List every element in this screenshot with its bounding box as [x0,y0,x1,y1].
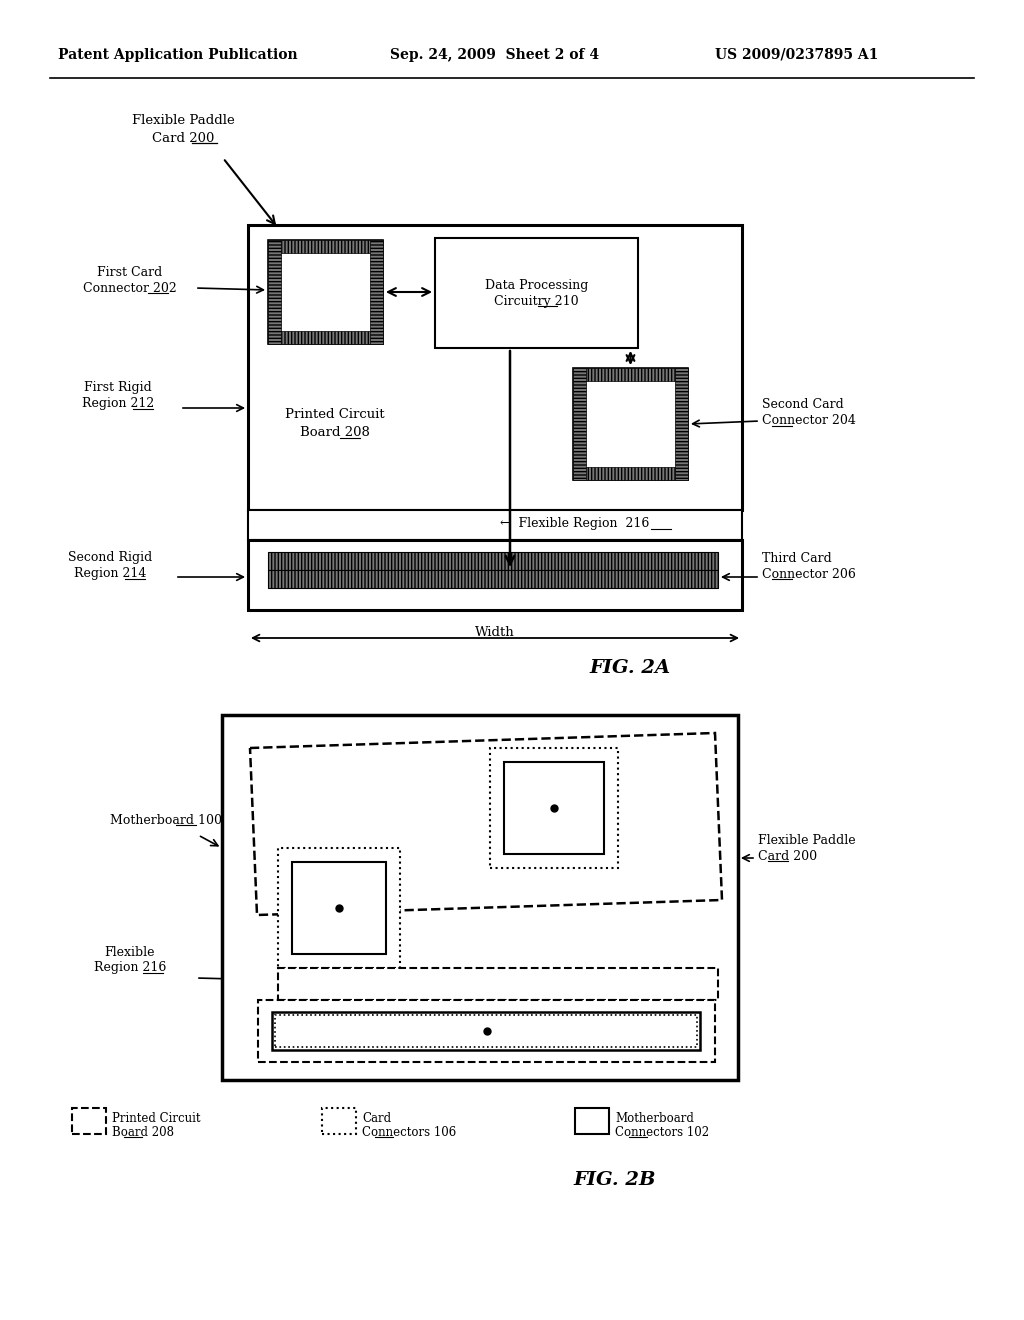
Text: Region 212: Region 212 [82,397,155,411]
Bar [222,715,738,1080]
Text: FIG. 2A: FIG. 2A [590,659,671,677]
Text: Connector 204: Connector 204 [762,414,856,428]
Text: First Card: First Card [97,265,163,279]
Bar [573,368,688,381]
Bar [258,1001,715,1063]
Bar [248,540,742,610]
Bar [370,240,383,345]
Text: Board 208: Board 208 [112,1126,174,1138]
Text: US 2009/0237895 A1: US 2009/0237895 A1 [715,48,879,62]
Bar [675,368,688,480]
Bar [573,368,688,480]
Text: First Rigid: First Rigid [84,381,152,395]
Bar [278,968,718,1001]
Bar [268,240,383,253]
Bar [248,510,742,540]
Bar [322,1107,356,1134]
Text: Flexible: Flexible [104,945,156,958]
Text: Circuitry 210: Circuitry 210 [495,294,579,308]
Bar [504,762,604,854]
Bar [292,862,386,954]
Bar [268,570,718,587]
Text: Region 214: Region 214 [74,568,146,581]
Text: Board 208: Board 208 [300,426,370,440]
Text: Connector 202: Connector 202 [83,281,177,294]
Text: Motherboard 100: Motherboard 100 [110,813,222,826]
Bar [272,1012,700,1049]
Text: Flexible Paddle: Flexible Paddle [758,833,856,846]
Bar [268,331,383,345]
Text: Card 200: Card 200 [758,850,817,862]
Text: Printed Circuit: Printed Circuit [286,408,385,421]
Bar [268,240,383,345]
Text: Second Card: Second Card [762,399,844,412]
Bar [248,224,742,510]
Text: Data Processing: Data Processing [484,279,588,292]
Bar [575,1107,609,1134]
Text: Third Card: Third Card [762,552,831,565]
Text: Width: Width [475,627,515,639]
Text: Sep. 24, 2009  Sheet 2 of 4: Sep. 24, 2009 Sheet 2 of 4 [390,48,599,62]
Text: ←  Flexible Region  216: ← Flexible Region 216 [500,517,649,531]
Text: Connectors 106: Connectors 106 [362,1126,457,1138]
Text: Connectors 102: Connectors 102 [615,1126,710,1138]
Text: Printed Circuit: Printed Circuit [112,1111,201,1125]
Bar [278,847,400,968]
Text: Motherboard: Motherboard [615,1111,694,1125]
Text: Card: Card [362,1111,391,1125]
Text: Flexible Paddle: Flexible Paddle [132,114,234,127]
Text: Region 216: Region 216 [94,961,166,974]
Bar [573,368,586,480]
Text: Second Rigid: Second Rigid [68,552,153,565]
Bar [72,1107,106,1134]
Bar [490,748,618,869]
Bar [268,552,718,570]
Bar [573,467,688,480]
Text: Connector 206: Connector 206 [762,568,856,581]
Bar [268,240,281,345]
Bar [435,238,638,348]
Text: Card 200: Card 200 [152,132,214,144]
Bar [275,1015,697,1047]
Text: FIG. 2B: FIG. 2B [573,1171,656,1189]
Text: Patent Application Publication: Patent Application Publication [58,48,298,62]
